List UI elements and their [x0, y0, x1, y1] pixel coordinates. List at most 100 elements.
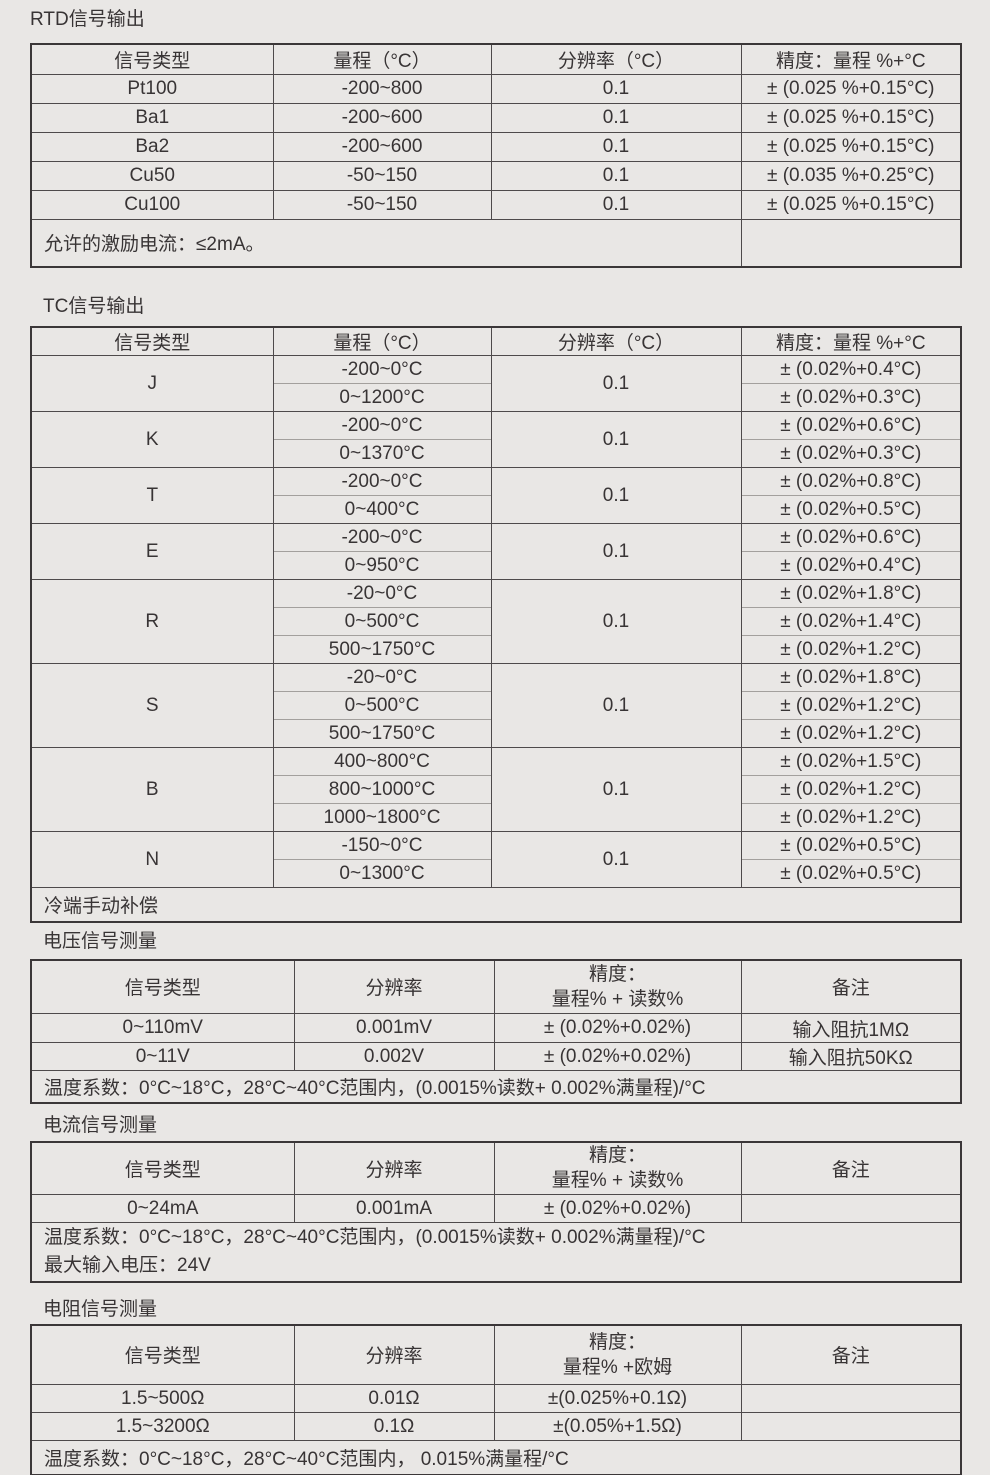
cell-accuracy: ± (0.02%+1.2°C)	[740, 719, 961, 748]
cell-range: 800~1000°C	[272, 775, 491, 804]
table-header-row: 信号类型 量程（°C） 分辨率（°C） 精度：量程 %+°C	[30, 44, 961, 74]
accuracy-header-line2: 量程% +欧姆	[562, 1356, 673, 1378]
cell-signal-type: B	[30, 747, 273, 832]
cell-temp-coefficient-note: 温度系数：0°C~18°C，28°C~40°C范围内， 0.015%满量程/°C	[30, 1440, 961, 1475]
col-header-resolution: 分辨率（°C）	[490, 44, 741, 74]
table-row: 0~24mA 0.001mA ± (0.02%+0.02%)	[30, 1194, 961, 1223]
accuracy-header-line2: 量程% + 读数%	[551, 1170, 684, 1192]
table-row: 500~1750°C ± (0.02%+1.2°C)	[31, 719, 961, 748]
cell-excitation-note: 允许的激励电流：≤2mA。	[30, 218, 741, 267]
table-row: 0~1370°C ± (0.02%+0.3°C)	[31, 439, 961, 468]
table-row: J -200~0°C 0.1 ± (0.02%+0.4°C)	[30, 355, 961, 412]
cell-cold-junction-note: 冷端手动补偿	[30, 887, 961, 922]
cell-signal-type: 0~11V	[30, 1042, 294, 1071]
table-footer-row: 冷端手动补偿	[30, 887, 961, 922]
cell-accuracy: ± (0.02%+0.6°C)	[740, 411, 961, 440]
section-title-resistance: 电阻信号测量	[43, 1298, 158, 1320]
table-footer-row: 允许的激励电流：≤2mA。	[30, 218, 961, 267]
cell-accuracy: ± (0.02%+0.5°C)	[740, 831, 961, 860]
cell-remark	[740, 1384, 961, 1413]
table-row: 1.5~3200Ω 0.1Ω ±(0.05%+1.5Ω)	[30, 1412, 961, 1441]
table-row: 1.5~500Ω 0.01Ω ±(0.025%+0.1Ω)	[30, 1384, 961, 1413]
accuracy-header-line1: 精度：	[588, 963, 646, 985]
table-row: B 400~800°C 0.1 ± (0.02%+1.5°C)	[30, 747, 961, 832]
cell-signal-type: J	[30, 355, 273, 412]
cell-accuracy: ± (0.025 %+0.15°C)	[740, 102, 961, 132]
cell-range: 0~500°C	[272, 607, 491, 636]
col-header-accuracy: 精度：量程 %+°C	[740, 327, 961, 356]
section-title-tc: TC信号输出	[43, 296, 145, 317]
cell-accuracy: ± (0.02%+0.8°C)	[740, 467, 961, 496]
cell-accuracy: ± (0.02%+1.4°C)	[740, 607, 961, 636]
cell-resolution: 0.1	[490, 467, 741, 524]
table-row: 0~400°C ± (0.02%+0.5°C)	[31, 495, 961, 524]
table-row: S -20~0°C 0.1 ± (0.02%+1.8°C)	[30, 663, 961, 748]
cell-range: -200~0°C	[272, 467, 491, 496]
cell-signal-type: Pt100	[30, 73, 273, 103]
cell-accuracy: ± (0.02%+1.2°C)	[740, 635, 961, 664]
cell-accuracy: ± (0.02%+0.4°C)	[740, 551, 961, 580]
col-header-resolution: 分辨率	[293, 1141, 494, 1195]
cell-signal-type: 1.5~3200Ω	[30, 1412, 294, 1441]
cell-temp-coefficient-note: 温度系数：0°C~18°C，28°C~40°C范围内，(0.0015%读数+ 0…	[44, 1226, 706, 1248]
cell-accuracy: ±(0.05%+1.5Ω)	[493, 1412, 741, 1441]
cell-signal-type: Ba1	[30, 102, 273, 132]
cell-resolution: 0.1	[490, 523, 741, 580]
cell-accuracy: ± (0.035 %+0.25°C)	[740, 160, 961, 190]
cell-resolution: 0.1	[490, 831, 741, 888]
cell-remark: 输入阻抗1MΩ	[740, 1013, 961, 1043]
col-header-range: 量程（°C）	[272, 327, 491, 356]
col-header-remark: 备注	[740, 959, 961, 1014]
table-row: Ba1 -200~600 0.1 ± (0.025 %+0.15°C)	[30, 102, 961, 132]
table-header-row: 信号类型 分辨率 精度： 量程% + 读数% 备注	[30, 959, 961, 1014]
table-row: Ba2 -200~600 0.1 ± (0.025 %+0.15°C)	[30, 131, 961, 161]
table-row: 1000~1800°C ± (0.02%+1.2°C)	[31, 803, 961, 832]
cell-range: 0~950°C	[272, 551, 491, 580]
table-footer-row: 温度系数：0°C~18°C，28°C~40°C范围内，(0.0015%读数+ 0…	[30, 1070, 961, 1103]
table-row: T -200~0°C 0.1 ± (0.02%+0.8°C)	[30, 467, 961, 524]
cell-resolution: 0.1	[490, 189, 741, 219]
cell-remark	[740, 1412, 961, 1441]
table-row: E -200~0°C 0.1 ± (0.02%+0.6°C)	[30, 523, 961, 580]
cell-accuracy: ± (0.02%+0.4°C)	[740, 355, 961, 384]
cell-resolution: 0.001mV	[293, 1013, 494, 1043]
cell-range: -200~600	[272, 131, 491, 161]
cell-range: 0~1370°C	[272, 439, 491, 468]
col-header-signal-type: 信号类型	[30, 327, 273, 356]
cell-range: -200~0°C	[272, 355, 491, 384]
col-header-accuracy: 精度：量程 %+°C	[740, 44, 961, 74]
cell-remark: 输入阻抗50KΩ	[740, 1042, 961, 1071]
cell-range: -50~150	[272, 189, 491, 219]
col-header-remark: 备注	[740, 1324, 961, 1385]
table-row: Cu50 -50~150 0.1 ± (0.035 %+0.25°C)	[30, 160, 961, 190]
cell-range: -50~150	[272, 160, 491, 190]
cell-resolution: 0.002V	[293, 1042, 494, 1071]
cell-accuracy: ± (0.02%+1.2°C)	[740, 775, 961, 804]
table-header-row: 信号类型 分辨率 精度： 量程% + 读数% 备注	[30, 1141, 961, 1195]
cell-signal-type: T	[30, 467, 273, 524]
cell-signal-type: S	[30, 663, 273, 748]
cell-temp-coefficient-note: 温度系数：0°C~18°C，28°C~40°C范围内，(0.0015%读数+ 0…	[30, 1070, 961, 1103]
col-header-resolution: 分辨率	[293, 1324, 494, 1385]
cell-range: 0~1200°C	[272, 383, 491, 412]
table-row: 0~110mV 0.001mV ± (0.02%+0.02%) 输入阻抗1MΩ	[30, 1013, 961, 1043]
cell-accuracy: ± (0.02%+0.3°C)	[740, 383, 961, 412]
cell-accuracy: ± (0.02%+0.02%)	[493, 1194, 741, 1223]
cell-resolution: 0.1	[490, 102, 741, 132]
cell-resolution: 0.1	[490, 73, 741, 103]
cell-accuracy: ± (0.02%+1.8°C)	[740, 663, 961, 692]
tc-output-table: 信号类型 量程（°C） 分辨率（°C） 精度：量程 %+°C J -200~0°…	[30, 326, 962, 923]
cell-accuracy: ± (0.02%+1.5°C)	[740, 747, 961, 776]
cell-accuracy: ± (0.02%+0.02%)	[493, 1013, 741, 1043]
table-header-row: 信号类型 分辨率 精度： 量程% +欧姆 备注	[30, 1324, 961, 1385]
table-footer-row: 温度系数：0°C~18°C，28°C~40°C范围内， 0.015%满量程/°C	[30, 1440, 961, 1475]
cell-resolution: 0.1	[490, 160, 741, 190]
cell-signal-type: K	[30, 411, 273, 468]
cell-resolution: 0.1	[490, 747, 741, 832]
table-row: 0~500°C ± (0.02%+1.2°C)	[31, 691, 961, 720]
table-row: N -150~0°C 0.1 ± (0.02%+0.5°C)	[30, 831, 961, 888]
cell-signal-type: N	[30, 831, 273, 888]
col-header-accuracy: 精度： 量程% + 读数%	[493, 959, 741, 1014]
cell-accuracy: ± (0.02%+0.3°C)	[740, 439, 961, 468]
